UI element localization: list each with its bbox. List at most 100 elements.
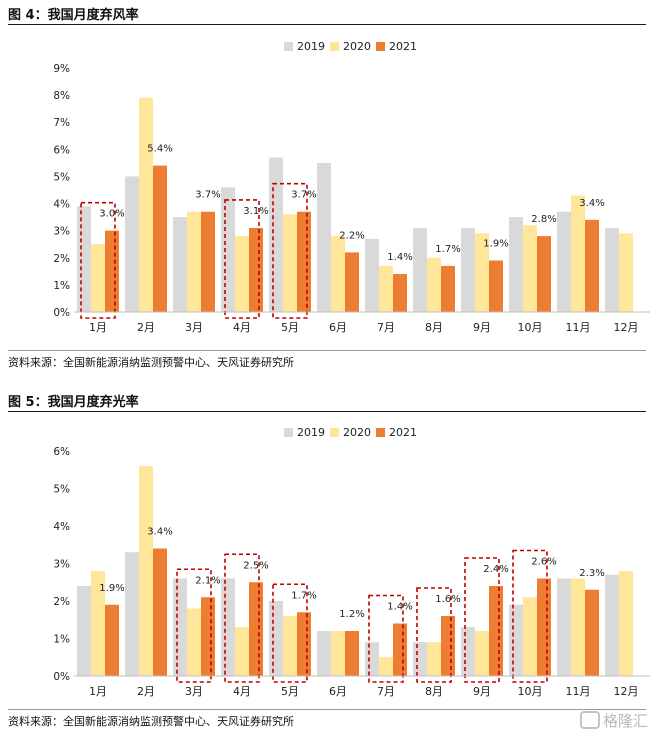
wind-bar-2019-3月 (173, 217, 187, 312)
solar-bar-2021-3月 (201, 597, 215, 676)
wind-bar-2020-3月 (187, 211, 201, 312)
wind-xtick-label: 9月 (473, 321, 491, 334)
wind-bar-2021-3月 (201, 211, 215, 312)
solar-xtick-label: 6月 (329, 685, 347, 698)
wind-bar-2019-8月 (413, 227, 427, 312)
wind-bar-2019-7月 (365, 238, 379, 312)
solar-bar-2020-8月 (427, 642, 441, 676)
solar-highlight-box-3月 (176, 568, 212, 683)
wind-xtick-label: 5月 (281, 321, 299, 334)
wind-legend-swatch-2019 (284, 42, 293, 51)
solar-data-label-9月: 2.4% (483, 564, 508, 575)
solar-legend-label-2020: 2020 (343, 426, 371, 439)
solar-ytick-label: 1% (53, 634, 70, 646)
solar-bar-2020-1月 (91, 571, 105, 676)
solar-bar-2019-2月 (125, 552, 139, 676)
solar-bar-2019-9月 (461, 627, 475, 676)
solar-xtick-label: 9月 (473, 685, 491, 698)
solar-data-label-11月: 2.3% (579, 568, 604, 579)
wind-bar-2020-1月 (91, 244, 105, 312)
wind-data-label-11月: 3.4% (579, 198, 604, 209)
solar-bar-2021-8月 (441, 616, 455, 676)
solar-data-label-1月: 1.9% (99, 583, 124, 594)
wind-xtick-label: 4月 (233, 321, 251, 334)
solar-bar-2019-7月 (365, 642, 379, 676)
wind-xtick-label: 12月 (614, 321, 639, 334)
solar-ytick-label: 6% (53, 446, 70, 458)
wind-bar-2020-12月 (619, 233, 633, 312)
solar-bar-2019-4月 (221, 578, 235, 676)
figure2-source: 资料来源：全国新能源消纳监测预警中心、天风证券研究所 (8, 715, 294, 728)
solar-xtick-label: 12月 (614, 685, 639, 698)
solar-xtick-label: 8月 (425, 685, 443, 698)
solar-ytick-label: 3% (53, 559, 70, 571)
wind-xtick-label: 10月 (518, 321, 543, 334)
wind-ytick-label: 5% (53, 171, 70, 183)
wind-bar-2021-5月 (297, 211, 311, 312)
solar-bar-2019-10月 (509, 604, 523, 676)
solar-data-label-6月: 1.2% (339, 609, 364, 620)
wind-legend-label-2021: 2021 (389, 40, 417, 53)
solar-bar-2020-11月 (571, 578, 585, 676)
solar-data-label-8月: 1.6% (435, 594, 460, 605)
wind-bar-2021-6月 (345, 252, 359, 312)
solar-data-label-7月: 1.4% (387, 602, 412, 613)
solar-ytick-label: 0% (53, 671, 70, 683)
wind-bar-2019-4月 (221, 187, 235, 312)
wind-ytick-label: 8% (53, 90, 70, 102)
solar-xtick-label: 7月 (377, 685, 395, 698)
solar-bar-2020-4月 (235, 627, 249, 676)
solar-highlight-box-5月 (272, 583, 308, 683)
wind-xtick-label: 8月 (425, 321, 443, 334)
wind-bar-2019-2月 (125, 176, 139, 312)
figure2-bottom-rule (8, 709, 646, 710)
wind-bar-2020-5月 (283, 214, 297, 312)
watermark-text: 格隆汇 (602, 712, 648, 730)
solar-bar-2020-12月 (619, 571, 633, 676)
solar-bar-2019-5月 (269, 601, 283, 676)
figure1-title: 图 4：我国月度弃风率 (8, 8, 139, 23)
solar-curtailment-chart: 2019 2020 2021 0% 1% 2% 3% 4% 5% 6% 1.9% 3.4% 2.1% 2.… (53, 426, 650, 698)
solar-legend-swatch-2021 (376, 428, 385, 437)
wind-bar-2020-7月 (379, 265, 393, 312)
figure1-bottom-rule (8, 350, 646, 351)
solar-bar-2021-6月 (345, 631, 359, 676)
solar-bar-2020-6月 (331, 631, 345, 676)
wind-xtick-label: 7月 (377, 321, 395, 334)
wind-bar-2019-1月 (77, 206, 91, 312)
wind-bar-2021-4月 (249, 227, 263, 312)
wind-bar-2019-5月 (269, 157, 283, 312)
wind-data-label-3月: 3.7% (195, 190, 220, 201)
solar-bar-2019-1月 (77, 586, 91, 676)
solar-data-label-2月: 3.4% (147, 527, 172, 538)
wind-ytick-label: 1% (53, 280, 70, 292)
wind-xtick-label: 1月 (89, 321, 107, 334)
solar-bar-2021-1月 (105, 604, 119, 676)
solar-data-label-10月: 2.6% (531, 557, 556, 568)
solar-ytick-label: 2% (53, 596, 70, 608)
watermark-logo-icon (579, 711, 600, 729)
solar-bar-2019-12月 (605, 574, 619, 676)
solar-bar-2021-4月 (249, 582, 263, 676)
watermark: 格隆汇 (579, 710, 648, 731)
wind-xtick-label: 3月 (185, 321, 203, 334)
solar-xtick-label: 5月 (281, 685, 299, 698)
solar-xtick-label: 4月 (233, 685, 251, 698)
wind-bar-2020-8月 (427, 257, 441, 312)
solar-highlight-box-8月 (416, 587, 452, 683)
solar-xtick-label: 2月 (137, 685, 155, 698)
wind-data-label-2月: 5.4% (147, 144, 172, 155)
solar-ytick-label: 4% (53, 521, 70, 533)
wind-bar-2019-10月 (509, 217, 523, 312)
solar-highlight-box-10月 (512, 549, 548, 683)
solar-bar-2020-9月 (475, 631, 489, 676)
wind-legend-label-2019: 2019 (297, 40, 325, 53)
wind-bar-2020-2月 (139, 97, 153, 312)
solar-xtick-label: 3月 (185, 685, 203, 698)
wind-bar-2021-1月 (105, 230, 119, 312)
wind-ytick-label: 2% (53, 253, 70, 265)
wind-data-label-10月: 2.8% (531, 214, 556, 225)
wind-bar-2020-10月 (523, 225, 537, 312)
figure1-source: 资料来源：全国新能源消纳监测预警中心、天风证券研究所 (8, 356, 294, 369)
figure2-top-rule (8, 411, 646, 412)
